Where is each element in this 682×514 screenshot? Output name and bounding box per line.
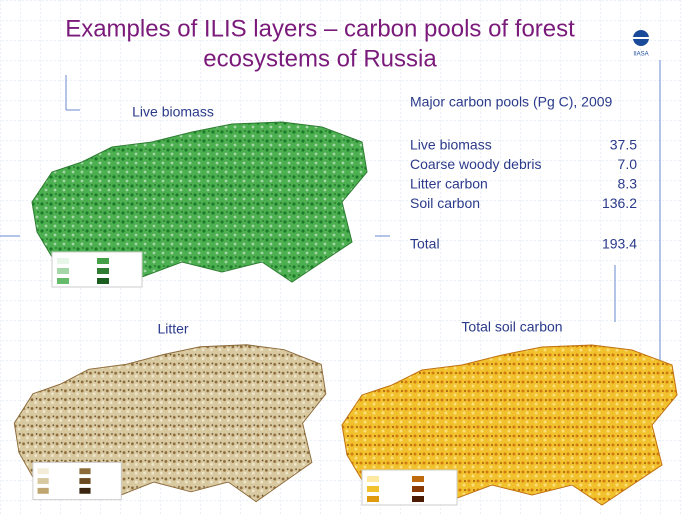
total-label: Total <box>410 236 440 252</box>
row-value: 8.3 <box>618 176 638 192</box>
title-line: Examples of ILIS layers – carbon pools o… <box>65 15 575 42</box>
row-label: Live biomass <box>410 137 492 153</box>
map-label: Total soil carbon <box>461 319 562 335</box>
row-label: Coarse woody debris <box>410 156 542 172</box>
slide-canvas: Examples of ILIS layers – carbon pools o… <box>0 0 682 514</box>
row-value: 7.0 <box>618 156 638 172</box>
total-value: 193.4 <box>602 236 637 252</box>
svg-text:IIASA: IIASA <box>633 52 648 58</box>
title-line: ecosystems of Russia <box>203 45 437 72</box>
row-value: 37.5 <box>610 137 637 153</box>
row-value: 136.2 <box>602 195 637 211</box>
row-label: Soil carbon <box>410 195 480 211</box>
map-label: Live biomass <box>132 104 214 120</box>
slide: Examples of ILIS layers – carbon pools o… <box>0 0 682 514</box>
table-title: Major carbon pools (Pg C), 2009 <box>410 94 613 110</box>
map-label: Litter <box>157 321 188 337</box>
row-label: Litter carbon <box>410 176 488 192</box>
